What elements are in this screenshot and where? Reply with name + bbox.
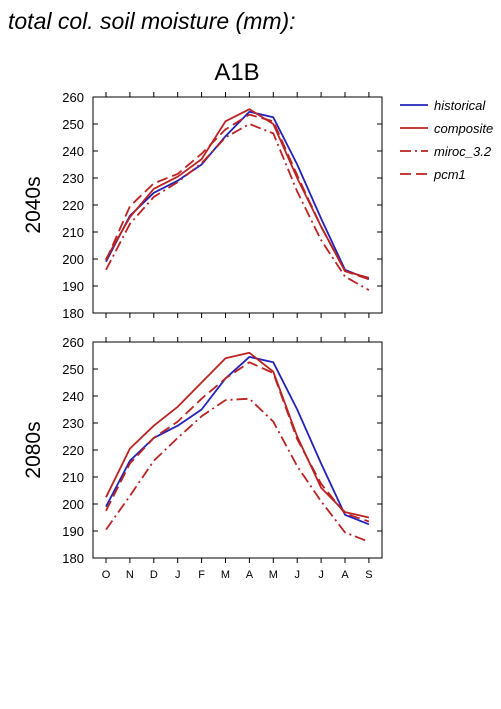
y-tick-label: 220 [62, 198, 84, 213]
scenario-label: A1B [214, 59, 259, 86]
series-line-historical [105, 110, 370, 281]
y-tick-label: 250 [62, 117, 84, 132]
y-tick-label: 230 [62, 416, 84, 431]
y-tick-label: 220 [62, 443, 84, 458]
y-tick-label: 230 [62, 171, 84, 186]
panel-2040s: 180 190 200 210 220 230 240 250 260 2040s [22, 90, 383, 321]
row-label: 2040s [22, 176, 45, 233]
y-tick-label: 200 [62, 497, 84, 512]
legend-label: historical [434, 98, 486, 113]
x-tick-label: M [269, 569, 278, 581]
y-tick-label: 240 [62, 389, 84, 404]
y-tick-label: 210 [62, 470, 84, 485]
legend-item: pcm1 [400, 167, 466, 182]
x-tick-label: J [318, 569, 324, 581]
legend-label: composite [434, 121, 493, 136]
x-tick-label: J [175, 569, 181, 581]
y-tick-label: 190 [62, 279, 84, 294]
y-tick-label: 180 [62, 551, 84, 566]
legend-label: pcm1 [433, 167, 466, 182]
series-line-miroc-3-2 [105, 397, 370, 543]
y-tick-label: 200 [62, 252, 84, 267]
panel-2080s: 180 190 200 210 220 230 240 250 260 O N D J F M A M J J A S 2… [22, 335, 383, 581]
y-tick-label: 180 [62, 306, 84, 321]
y-tick-label: 210 [62, 225, 84, 240]
legend-item: miroc_3.2 [400, 144, 492, 159]
series-line-pcm1 [105, 113, 370, 281]
x-tick-label: O [102, 569, 111, 581]
legend-item: historical [400, 98, 486, 113]
x-tick-label: F [198, 569, 205, 581]
x-tick-label: D [150, 569, 158, 581]
y-tick-label: 250 [62, 362, 84, 377]
row-label: 2080s [22, 421, 45, 478]
series-line-pcm1 [105, 361, 370, 523]
legend-item: composite [400, 121, 493, 136]
page-title: total col. soil moisture (mm): [8, 8, 296, 34]
y-tick-label: 240 [62, 144, 84, 159]
series-line-miroc-3-2 [105, 123, 370, 291]
y-tick-label: 260 [62, 90, 84, 105]
x-tick-label: S [365, 569, 372, 581]
x-tick-label: N [126, 569, 134, 581]
x-tick-label: J [294, 569, 300, 581]
x-tick-label: A [341, 569, 349, 581]
y-tick-label: 260 [62, 335, 84, 350]
x-tick-label: A [246, 569, 254, 581]
series-line-composite [105, 351, 370, 519]
legend-label: miroc_3.2 [434, 144, 492, 159]
y-tick-label: 190 [62, 524, 84, 539]
x-tick-label: M [221, 569, 230, 581]
series-line-historical [105, 355, 370, 526]
legend: historical composite miroc_3.2 pcm1 [400, 98, 493, 182]
chart-panels: 180 190 200 210 220 230 240 250 260 2040s 180 190 20… [22, 90, 383, 581]
plot-frame [92, 96, 383, 314]
